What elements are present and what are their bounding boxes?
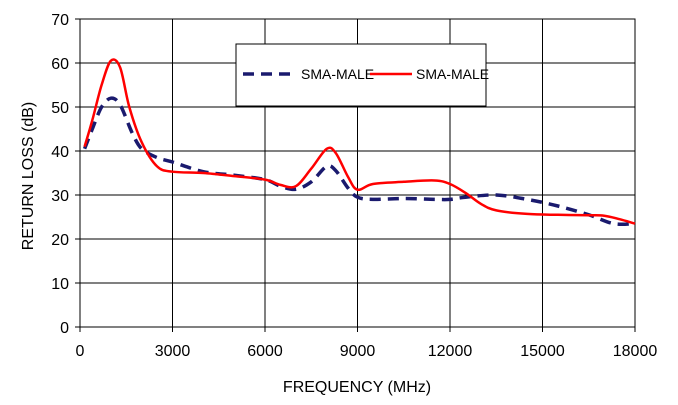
y-tick-label: 70: [51, 12, 69, 29]
y-axis-label: RETURN LOSS (dB): [20, 102, 37, 250]
legend: SMA-MALE SMA-MALE: [235, 43, 489, 107]
y-tick-label: 40: [51, 144, 69, 161]
y-axis-ticks: 0 10 20 30 40 50 60 70: [51, 12, 80, 337]
x-tick-label: 15000: [520, 343, 565, 360]
y-tick-label: 0: [60, 320, 69, 337]
series-lines: [82, 58, 636, 227]
legend-box: [235, 43, 487, 107]
x-tick-label: 0: [76, 343, 85, 360]
y-tick-label: 60: [51, 56, 69, 73]
x-tick-label: 6000: [247, 343, 283, 360]
y-tick-label: 20: [51, 232, 69, 249]
x-axis-label: FREQUENCY (MHz): [283, 379, 431, 396]
y-tick-label: 30: [51, 188, 69, 205]
x-axis-ticks: 0 3000 6000 9000 12000 15000 18000: [76, 327, 658, 360]
y-tick-label: 10: [51, 276, 69, 293]
legend-label-series-1: SMA-MALE: [301, 66, 374, 82]
x-tick-label: 3000: [155, 343, 191, 360]
y-tick-label: 50: [51, 100, 69, 117]
series-line-1: [82, 96, 636, 227]
x-tick-label: 12000: [428, 343, 473, 360]
series-line-2: [83, 58, 636, 225]
x-tick-label: 18000: [613, 343, 658, 360]
legend-label-series-2: SMA-MALE: [416, 66, 489, 82]
x-tick-label: 9000: [340, 343, 376, 360]
